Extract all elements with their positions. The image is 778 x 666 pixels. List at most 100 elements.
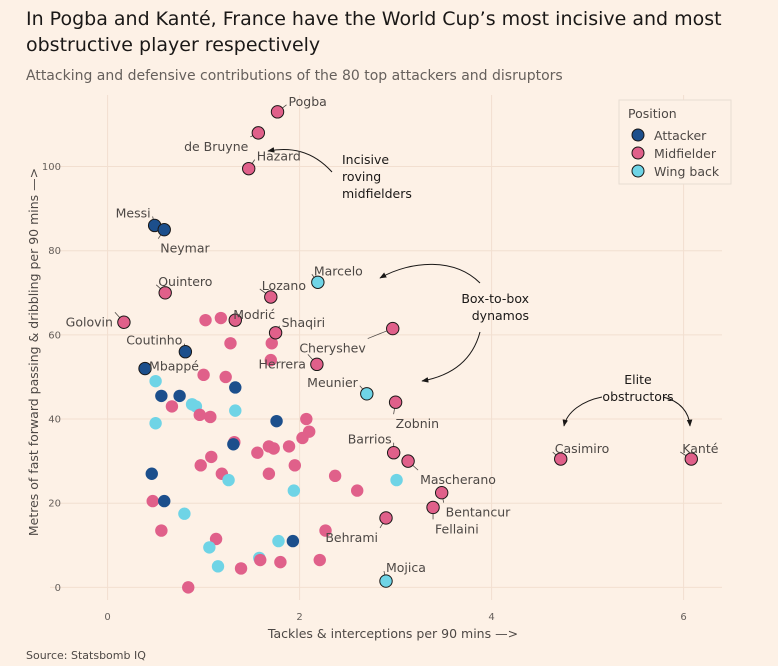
chart-subtitle: Attacking and defensive contributions of… [26, 68, 563, 84]
point-coutinho [178, 345, 193, 359]
arrow-box-cheryshev [421, 331, 481, 383]
point-midfielder [214, 311, 228, 325]
label-kant: Kanté [682, 441, 718, 456]
annotation-box-line-2: dynamos [472, 308, 529, 323]
annotation-arrows [267, 147, 693, 427]
point-attacker [145, 467, 158, 480]
point-midfielder [254, 553, 267, 567]
point-quintero [158, 286, 172, 300]
point-casimiro [554, 452, 568, 466]
point-wing-back [272, 534, 285, 548]
point-wing-back [390, 473, 403, 487]
point-wing-back [185, 398, 199, 411]
point-midfielder [328, 469, 342, 483]
point-meunier [360, 387, 374, 401]
legend-label-attacker: Attacker [654, 128, 707, 143]
point-midfielder [209, 532, 223, 546]
point-midfielder [197, 368, 210, 382]
point-golovin [117, 315, 131, 329]
point-attacker [229, 381, 242, 394]
annotation-elite: Elite obstructors [602, 372, 673, 404]
point-midfielder [288, 459, 301, 472]
point-attacker [286, 534, 300, 548]
source-note: Source: Statsbomb IQ [26, 649, 146, 662]
annotation-elite-line-1: Elite [624, 372, 652, 387]
chart-title: In Pogba and Kanté, France have the Worl… [26, 8, 722, 56]
point-attacker [227, 438, 240, 451]
point-attacker [158, 494, 171, 508]
point-marcelo [311, 275, 325, 289]
point-lozano [264, 290, 278, 304]
arrow-box-marcelo [379, 263, 481, 284]
arrow-incisive [267, 147, 333, 173]
legend-marker-wing-back [631, 164, 645, 178]
annotation-box-line-1: Box-to-box [461, 291, 529, 306]
y-axis-label: Metres of fast forward passing & dribbli… [26, 168, 41, 536]
annotation-box-to-box: Box-to-box dynamos [461, 291, 529, 323]
legend-marker-midfielder [631, 146, 645, 160]
label-zobnin: Zobnin [396, 416, 439, 431]
point-midfielder [165, 400, 179, 413]
y-tick-label: 100 [42, 162, 61, 173]
label-barrios: Barrios [348, 432, 392, 447]
label-casimiro: Casimiro [555, 441, 610, 456]
legend-title: Position [628, 106, 677, 121]
point-midfielder [313, 553, 326, 567]
point-midfielder [199, 313, 212, 327]
label-herrera: Herrera [259, 356, 306, 371]
legend: Position Attacker Midfielder Wing back [618, 99, 732, 185]
point-hazard [242, 161, 256, 176]
arrow-elite-kante [662, 396, 693, 427]
legend-label-wing-back: Wing back [654, 164, 720, 179]
label-coutinho: Coutinho [126, 333, 182, 348]
point-midfielder [300, 412, 313, 426]
point-wing-back [211, 560, 225, 573]
point-cheryshev [386, 321, 400, 336]
point-attacker [270, 414, 283, 428]
x-tick-label: 4 [488, 612, 494, 623]
point-midfielder [234, 562, 248, 575]
legend-label-midfielder: Midfielder [654, 146, 717, 161]
label-behrami: Behrami [325, 530, 378, 545]
point-midfielder [267, 442, 280, 455]
label-modri: Modrić [233, 307, 275, 322]
annotation-incisive-line-1: Incisive [342, 152, 389, 167]
point-fellaini [426, 500, 440, 515]
label-marcelo: Marcelo [314, 263, 363, 278]
label-lozano: Lozano [262, 278, 306, 293]
point-mascherano [401, 454, 415, 468]
point-wing-back [203, 541, 216, 554]
point-midfielder [264, 353, 277, 367]
label-mojica: Mojica [386, 560, 426, 575]
label-debruyne: de Bruyne [184, 139, 249, 154]
label-shaqiri: Shaqiri [282, 315, 326, 330]
y-tick-label: 20 [48, 499, 61, 510]
point-midfielder [262, 467, 276, 480]
label-messi: Messi [116, 205, 151, 220]
point-midfielder [193, 408, 206, 422]
point-midfielder [265, 337, 278, 350]
y-tick-label: 80 [48, 246, 61, 257]
point-mbapp [138, 361, 152, 376]
point-midfielder [155, 524, 168, 537]
point-midfielder [351, 484, 364, 497]
label-mascherano: Mascherano [420, 472, 496, 487]
point-midfielder [204, 410, 217, 424]
label-pogba: Pogba [289, 94, 327, 109]
x-tick-label: 2 [296, 612, 302, 623]
label-bentancur: Bentancur [446, 505, 511, 520]
point-herrera [310, 357, 324, 372]
point-midfielder [319, 524, 332, 537]
point-midfielder [224, 337, 237, 350]
point-neymar [157, 222, 171, 237]
point-midfielder [282, 440, 296, 453]
point-attacker [155, 389, 168, 403]
annotation-incisive: Incisive roving midfielders [342, 152, 412, 201]
point-zobnin [388, 395, 403, 409]
point-attacker [173, 389, 186, 403]
point-midfielder [146, 494, 159, 508]
label-hazard: Hazard [257, 149, 301, 164]
point-labels: Pogba de Bruyne Hazard Messi Neymar Marcelo Qu… [66, 94, 719, 575]
point-debruyne [251, 126, 266, 140]
